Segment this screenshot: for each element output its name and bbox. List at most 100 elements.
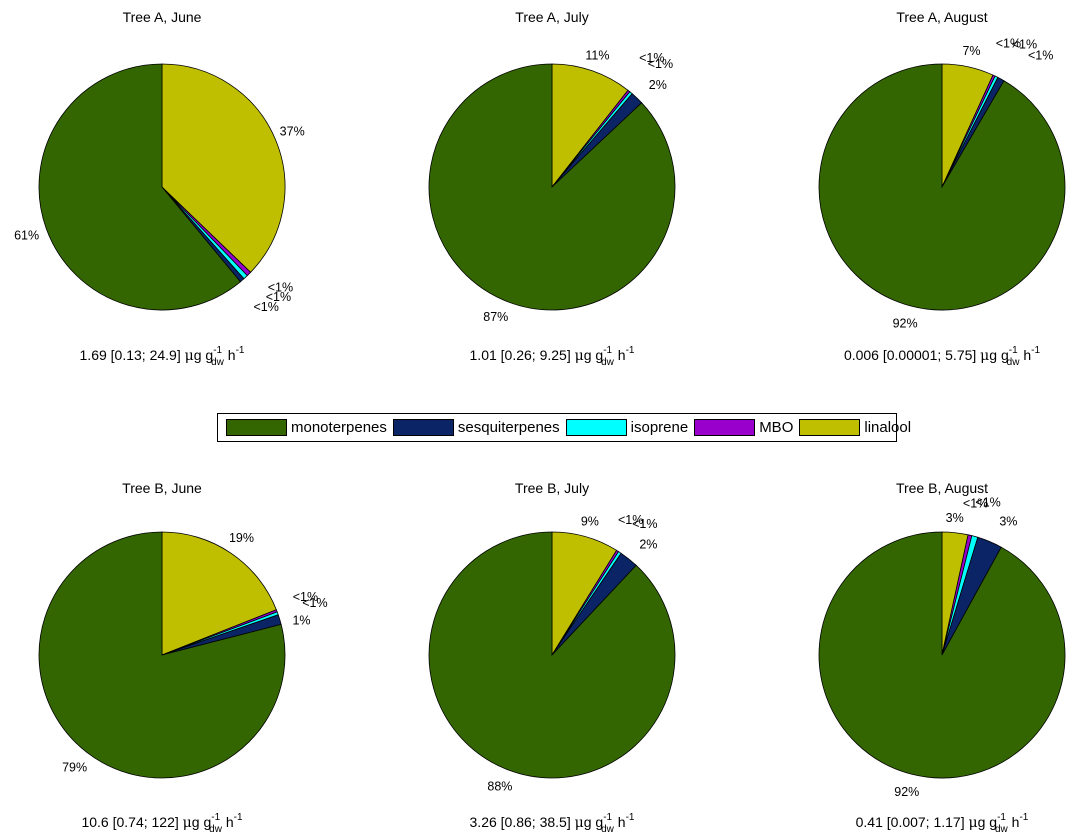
legend-label-sesquiterpenes: sesquiterpenes xyxy=(457,419,560,436)
legend-item-monoterpenes: monoterpenes xyxy=(226,419,387,436)
pie-panel: Tree B, July 9% <1%<1% 2% 88% 3.26 [0.86; 38.… xyxy=(428,480,676,835)
pie-slice-label: <1% xyxy=(293,590,318,604)
pie-slice-label: 1% xyxy=(292,613,310,627)
pie-slice-label: <1% xyxy=(1012,38,1037,52)
pie-slice-label: 3% xyxy=(946,511,964,525)
pie-total-footer: 1.69 [0.13; 24.9] μg g-1 dw h-1 xyxy=(80,345,245,368)
pie-slice-label: <1% xyxy=(963,496,988,510)
legend-swatch-sesquiterpenes xyxy=(392,419,454,436)
footer-sub-dw: dw xyxy=(601,824,615,835)
pie-slice-linalool xyxy=(161,531,277,656)
legend-label-linalool: linalool xyxy=(864,419,912,436)
footer-unit-g: g g xyxy=(192,814,211,830)
footer-unit-h: h xyxy=(224,347,236,363)
footer-sup-1: -1 xyxy=(211,812,220,823)
footer-sub-dw: dw xyxy=(209,824,223,835)
legend-label-isoprene: isoprene xyxy=(630,419,689,436)
pie-slice-label: 61% xyxy=(14,229,39,243)
footer-sup-2: -1 xyxy=(234,812,243,823)
pie-slice-label: 2% xyxy=(649,78,667,92)
pie-title: Tree B, August xyxy=(896,480,988,496)
legend-swatch-monoterpenes xyxy=(226,419,287,436)
footer-value: 3.26 [0.86; 38.5] xyxy=(470,814,575,830)
pie-title: Tree A, August xyxy=(896,9,987,25)
footer-sup-1: -1 xyxy=(603,812,612,823)
pie-slice-label: 3% xyxy=(999,514,1017,528)
footer-sup-2: -1 xyxy=(626,812,635,823)
footer-unit-h: h xyxy=(1019,347,1031,363)
pie-slice-monoterpenes xyxy=(38,531,286,779)
pie-slice-label: <1% xyxy=(1028,48,1053,62)
footer-unit-h: h xyxy=(614,814,626,830)
pie-slice-label: <1% xyxy=(975,495,1000,509)
pie-slice-label: <1% xyxy=(302,596,327,610)
footer-unit-h: h xyxy=(1008,814,1020,830)
pie-slice-label: <1% xyxy=(639,51,664,65)
footer-unit-g: g g xyxy=(989,347,1008,363)
pie-slice-monoterpenes xyxy=(428,63,676,311)
pie-slice-monoterpenes xyxy=(38,63,241,311)
pie-total-footer: 1.01 [0.26; 9.25] μg g-1 dw h-1 xyxy=(470,345,635,368)
footer-sup-1: -1 xyxy=(603,345,612,356)
footer-sup-2: -1 xyxy=(1019,812,1028,823)
footer-mu: μ xyxy=(969,815,978,831)
pie-slice-label: 88% xyxy=(487,780,512,794)
pie-slice-label: 9% xyxy=(581,514,599,528)
pie-title: Tree B, June xyxy=(122,480,202,496)
pie-total-footer: 3.26 [0.86; 38.5] μg g-1 dw h-1 xyxy=(470,812,635,835)
pie-slice-label: 11% xyxy=(585,49,609,63)
pie-slice-linalool xyxy=(551,63,629,189)
footer-value: 0.006 [0.00001; 5.75] xyxy=(844,347,980,363)
pie-slice-label: 92% xyxy=(893,317,918,331)
pie-slice-label: <1% xyxy=(266,290,291,304)
pie-slice-label: <1% xyxy=(268,280,293,294)
footer-unit-g: g g xyxy=(584,814,603,830)
pie-slice-label: <1% xyxy=(254,300,279,314)
legend-label-monoterpenes: monoterpenes xyxy=(291,419,387,436)
footer-sup-1: -1 xyxy=(213,345,222,356)
footer-sup-1: -1 xyxy=(1009,345,1018,356)
pie-slice-label: 2% xyxy=(639,538,657,552)
pie-slice-label: 87% xyxy=(483,310,508,324)
footer-sup-2: -1 xyxy=(626,345,635,356)
footer-unit-g: g g xyxy=(584,347,603,363)
pie-slice-monoterpenes xyxy=(818,63,1066,311)
pie-slice-label: 37% xyxy=(280,125,305,139)
pie-total-footer: 0.41 [0.007; 1.17] μg g-1 dw h-1 xyxy=(856,812,1029,835)
pie-title: Tree A, June xyxy=(123,9,202,25)
footer-sub-dw: dw xyxy=(1007,357,1021,368)
footer-unit-h: h xyxy=(222,814,234,830)
pie-slice-monoterpenes xyxy=(428,531,676,779)
legend-item-sesquiterpenes: sesquiterpenes xyxy=(392,419,560,436)
footer-mu: μ xyxy=(575,348,584,364)
pie-slice-monoterpenes xyxy=(818,531,1066,779)
pie-slice-label: <1% xyxy=(996,36,1021,50)
legend-item-linalool: linalool xyxy=(799,419,911,436)
footer-sub-dw: dw xyxy=(601,357,615,368)
legend-item-isoprene: isoprene xyxy=(565,419,689,436)
footer-value: 1.01 [0.26; 9.25] xyxy=(470,347,575,363)
footer-sup-2: -1 xyxy=(236,345,245,356)
footer-unit-h: h xyxy=(614,347,626,363)
pie-slice-linalool xyxy=(161,63,286,273)
legend-swatch-isoprene xyxy=(565,419,627,436)
footer-value: 10.6 [0.74; 122] xyxy=(81,814,182,830)
footer-sub-dw: dw xyxy=(211,357,225,368)
footer-unit-g: g g xyxy=(978,814,997,830)
pie-slice-label: <1% xyxy=(632,517,657,531)
footer-mu: μ xyxy=(575,815,584,831)
legend-item-mbo: MBO xyxy=(694,419,793,436)
legend-swatch-linalool xyxy=(799,419,861,436)
legend-swatch-mbo xyxy=(694,419,756,436)
pie-panel: Tree A, July 11% <1%<1% 2% 87% 1.01 [0.26; 9.… xyxy=(428,9,676,368)
footer-sup-1: -1 xyxy=(997,812,1006,823)
pie-total-footer: 0.006 [0.00001; 5.75] μg g-1 dw h-1 xyxy=(844,345,1041,368)
footer-value: 1.69 [0.13; 24.9] xyxy=(80,347,185,363)
pie-title: Tree B, July xyxy=(515,480,589,496)
pie-slice-label: 79% xyxy=(62,761,87,775)
footer-unit-g: g g xyxy=(194,347,213,363)
